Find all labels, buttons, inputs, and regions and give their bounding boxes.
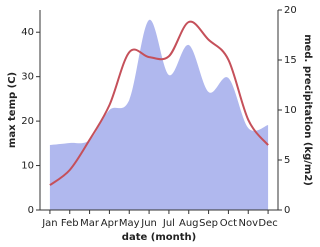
precipitation-area xyxy=(49,19,269,211)
y-axis-title: max temp (C) xyxy=(7,72,18,148)
x-tick-label: Apr xyxy=(101,218,119,229)
y-tick-label: 0 xyxy=(28,205,34,216)
x-tick-label: Dec xyxy=(258,218,277,229)
y2-tick-label: 20 xyxy=(284,5,297,16)
x-tick-label: Mar xyxy=(80,218,100,229)
y2-axis-title: med. precipitation (kg/m2) xyxy=(302,34,313,186)
temp-line xyxy=(49,20,269,186)
x-tick-label: Sep xyxy=(199,218,218,229)
x-tick-label: Feb xyxy=(61,218,79,229)
x-tick-label: May xyxy=(119,218,140,229)
y-tick-label: 10 xyxy=(21,161,34,172)
y2-tick-label: 5 xyxy=(284,155,290,166)
x-tick-label: Oct xyxy=(220,218,237,229)
x-tick-label: Jul xyxy=(162,218,175,229)
y2-tick-label: 10 xyxy=(284,105,297,116)
y2-tick-label: 15 xyxy=(284,55,297,66)
y-tick-label: 30 xyxy=(21,72,34,83)
x-tick-label: Jan xyxy=(41,218,57,229)
y-tick-label: 20 xyxy=(21,116,34,127)
y-tick-label: 40 xyxy=(21,27,34,38)
x-tick-label: Aug xyxy=(179,218,199,229)
y2-tick-label: 0 xyxy=(284,205,290,216)
x-axis-title: date (month) xyxy=(122,232,196,243)
x-tick-label: Jun xyxy=(140,218,157,229)
x-tick-label: Nov xyxy=(238,218,258,229)
